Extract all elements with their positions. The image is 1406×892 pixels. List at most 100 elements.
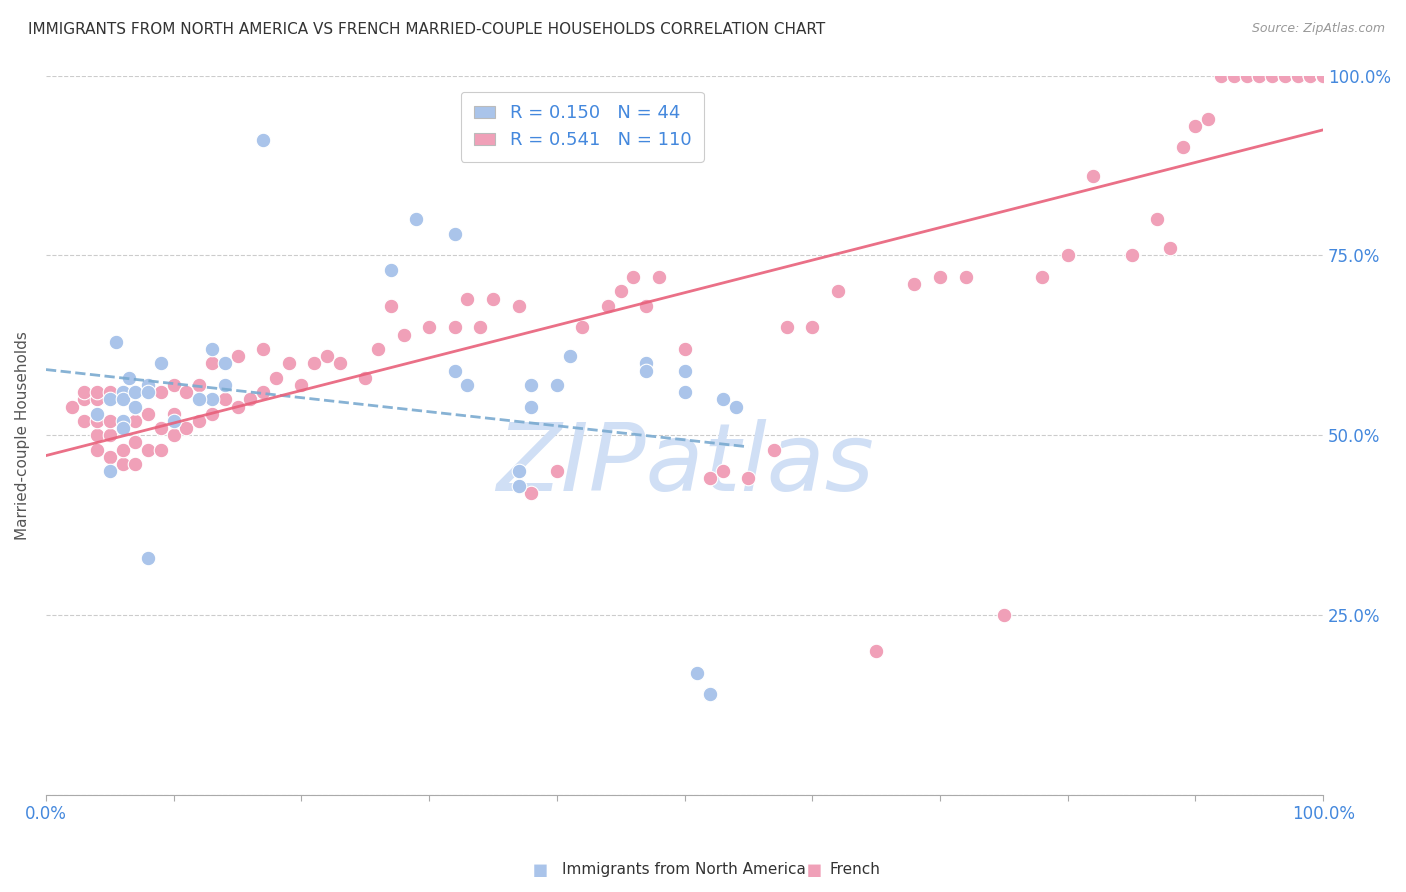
Point: [1312, 69, 1334, 83]
Point: [136, 385, 159, 400]
Point: [86, 385, 108, 400]
Point: [827, 285, 849, 299]
Point: [1299, 69, 1322, 83]
Point: [98, 414, 121, 428]
Point: [1312, 69, 1334, 83]
Point: [329, 356, 352, 370]
Point: [1299, 69, 1322, 83]
Point: [1312, 69, 1334, 83]
Point: [1146, 212, 1168, 227]
Point: [380, 299, 402, 313]
Point: [277, 356, 299, 370]
Point: [252, 342, 274, 356]
Point: [201, 407, 224, 421]
Point: [149, 442, 172, 457]
Point: [801, 320, 824, 334]
Point: [443, 227, 465, 241]
Point: [1261, 69, 1284, 83]
Point: [354, 370, 377, 384]
Point: [252, 385, 274, 400]
Point: [176, 385, 198, 400]
Point: [86, 407, 108, 421]
Point: [201, 392, 224, 407]
Point: [1031, 270, 1053, 285]
Y-axis label: Married-couple Households: Married-couple Households: [15, 331, 30, 540]
Point: [636, 363, 658, 377]
Point: [699, 687, 721, 701]
Point: [73, 385, 96, 400]
Point: [1121, 248, 1143, 262]
Point: [252, 133, 274, 147]
Point: [520, 378, 543, 392]
Point: [392, 327, 415, 342]
Point: [699, 687, 721, 701]
Point: [111, 392, 134, 407]
Point: [149, 421, 172, 435]
Point: [149, 356, 172, 370]
Point: [762, 442, 785, 457]
Point: [98, 392, 121, 407]
Point: [302, 356, 325, 370]
Point: [711, 392, 734, 407]
Point: [520, 486, 543, 500]
Point: [86, 414, 108, 428]
Point: [86, 428, 108, 442]
Point: [673, 342, 696, 356]
Point: [176, 421, 198, 435]
Point: [201, 356, 224, 370]
Point: [367, 342, 389, 356]
Point: [124, 457, 146, 471]
Point: [1312, 69, 1334, 83]
Legend: R = 0.150   N = 44, R = 0.541   N = 110: R = 0.150 N = 44, R = 0.541 N = 110: [461, 92, 704, 162]
Point: [111, 421, 134, 435]
Point: [1312, 69, 1334, 83]
Point: [226, 349, 249, 363]
Point: [737, 471, 759, 485]
Point: [508, 299, 530, 313]
Point: [1056, 248, 1078, 262]
Point: [636, 356, 658, 370]
Point: [1274, 69, 1296, 83]
Point: [201, 342, 224, 356]
Point: [1197, 112, 1219, 126]
Text: ▪: ▪: [531, 858, 548, 881]
Point: [1312, 69, 1334, 83]
Point: [86, 442, 108, 457]
Point: [124, 414, 146, 428]
Point: [686, 665, 709, 680]
Point: [188, 392, 211, 407]
Point: [1159, 241, 1181, 255]
Point: [124, 385, 146, 400]
Point: [136, 550, 159, 565]
Point: [1171, 140, 1194, 154]
Point: [711, 464, 734, 478]
Point: [724, 400, 747, 414]
Point: [136, 442, 159, 457]
Point: [239, 392, 262, 407]
Point: [86, 392, 108, 407]
Point: [1083, 169, 1105, 184]
Point: [1286, 69, 1309, 83]
Point: [214, 392, 236, 407]
Text: IMMIGRANTS FROM NORTH AMERICA VS FRENCH MARRIED-COUPLE HOUSEHOLDS CORRELATION CH: IMMIGRANTS FROM NORTH AMERICA VS FRENCH …: [28, 22, 825, 37]
Point: [163, 414, 186, 428]
Point: [1312, 69, 1334, 83]
Point: [98, 450, 121, 464]
Point: [163, 428, 186, 442]
Point: [214, 378, 236, 392]
Point: [1184, 119, 1206, 133]
Point: [226, 400, 249, 414]
Point: [470, 320, 492, 334]
Point: [482, 292, 505, 306]
Point: [993, 608, 1015, 623]
Point: [214, 356, 236, 370]
Point: [636, 299, 658, 313]
Text: Source: ZipAtlas.com: Source: ZipAtlas.com: [1251, 22, 1385, 36]
Point: [163, 378, 186, 392]
Point: [903, 277, 925, 292]
Point: [149, 385, 172, 400]
Point: [111, 421, 134, 435]
Point: [596, 299, 619, 313]
Point: [124, 400, 146, 414]
Point: [648, 270, 671, 285]
